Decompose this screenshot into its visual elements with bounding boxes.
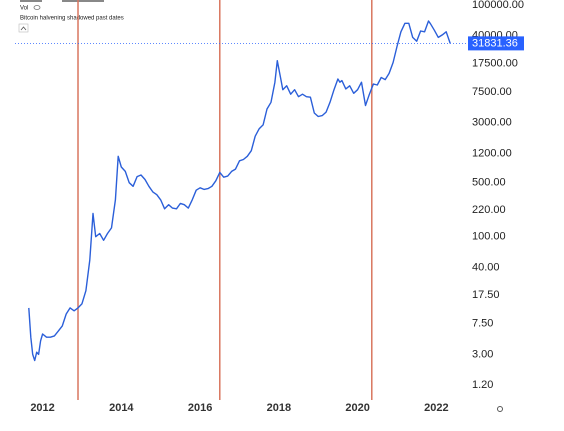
y-tick-label: 1.20 <box>472 379 493 391</box>
y-tick-label: 7.50 <box>472 318 493 330</box>
x-tick-label: 2014 <box>109 402 134 414</box>
annotation: Bitcoin halvening shadowed past dates <box>20 16 124 22</box>
y-tick-label: 3.00 <box>472 348 493 360</box>
y-tick-label: 100.00 <box>472 231 506 243</box>
eye-icon[interactable] <box>33 5 41 10</box>
x-tick-label: 2016 <box>188 402 212 414</box>
toolbar-mark <box>62 0 104 2</box>
y-tick-label: 1200.00 <box>472 147 512 159</box>
x-tick-label: 2020 <box>345 402 369 414</box>
y-tick-label: 7500.00 <box>472 86 512 98</box>
x-tick-label: 2018 <box>267 402 291 414</box>
x-tick-label: 2012 <box>30 402 54 414</box>
y-tick-label: 220.00 <box>472 204 506 216</box>
y-tick-label: 3000.00 <box>472 117 512 129</box>
last-price-label: 31831.36 <box>472 37 518 49</box>
toolbar-mark <box>20 0 42 2</box>
y-tick-label: 17.50 <box>472 289 500 301</box>
settings-icon[interactable] <box>497 406 503 412</box>
last-price-badge <box>468 36 524 51</box>
price-line <box>28 20 451 362</box>
y-tick-label: 17500.00 <box>472 57 518 69</box>
collapse-icon <box>20 26 27 31</box>
y-tick-label: 100000.00 <box>472 0 524 11</box>
y-tick-label: 40.00 <box>472 261 500 273</box>
y-tick-label: 500.00 <box>472 177 506 189</box>
volume-label: Vol <box>20 6 28 12</box>
collapse-button[interactable] <box>18 23 29 33</box>
x-tick-label: 2022 <box>424 402 448 414</box>
